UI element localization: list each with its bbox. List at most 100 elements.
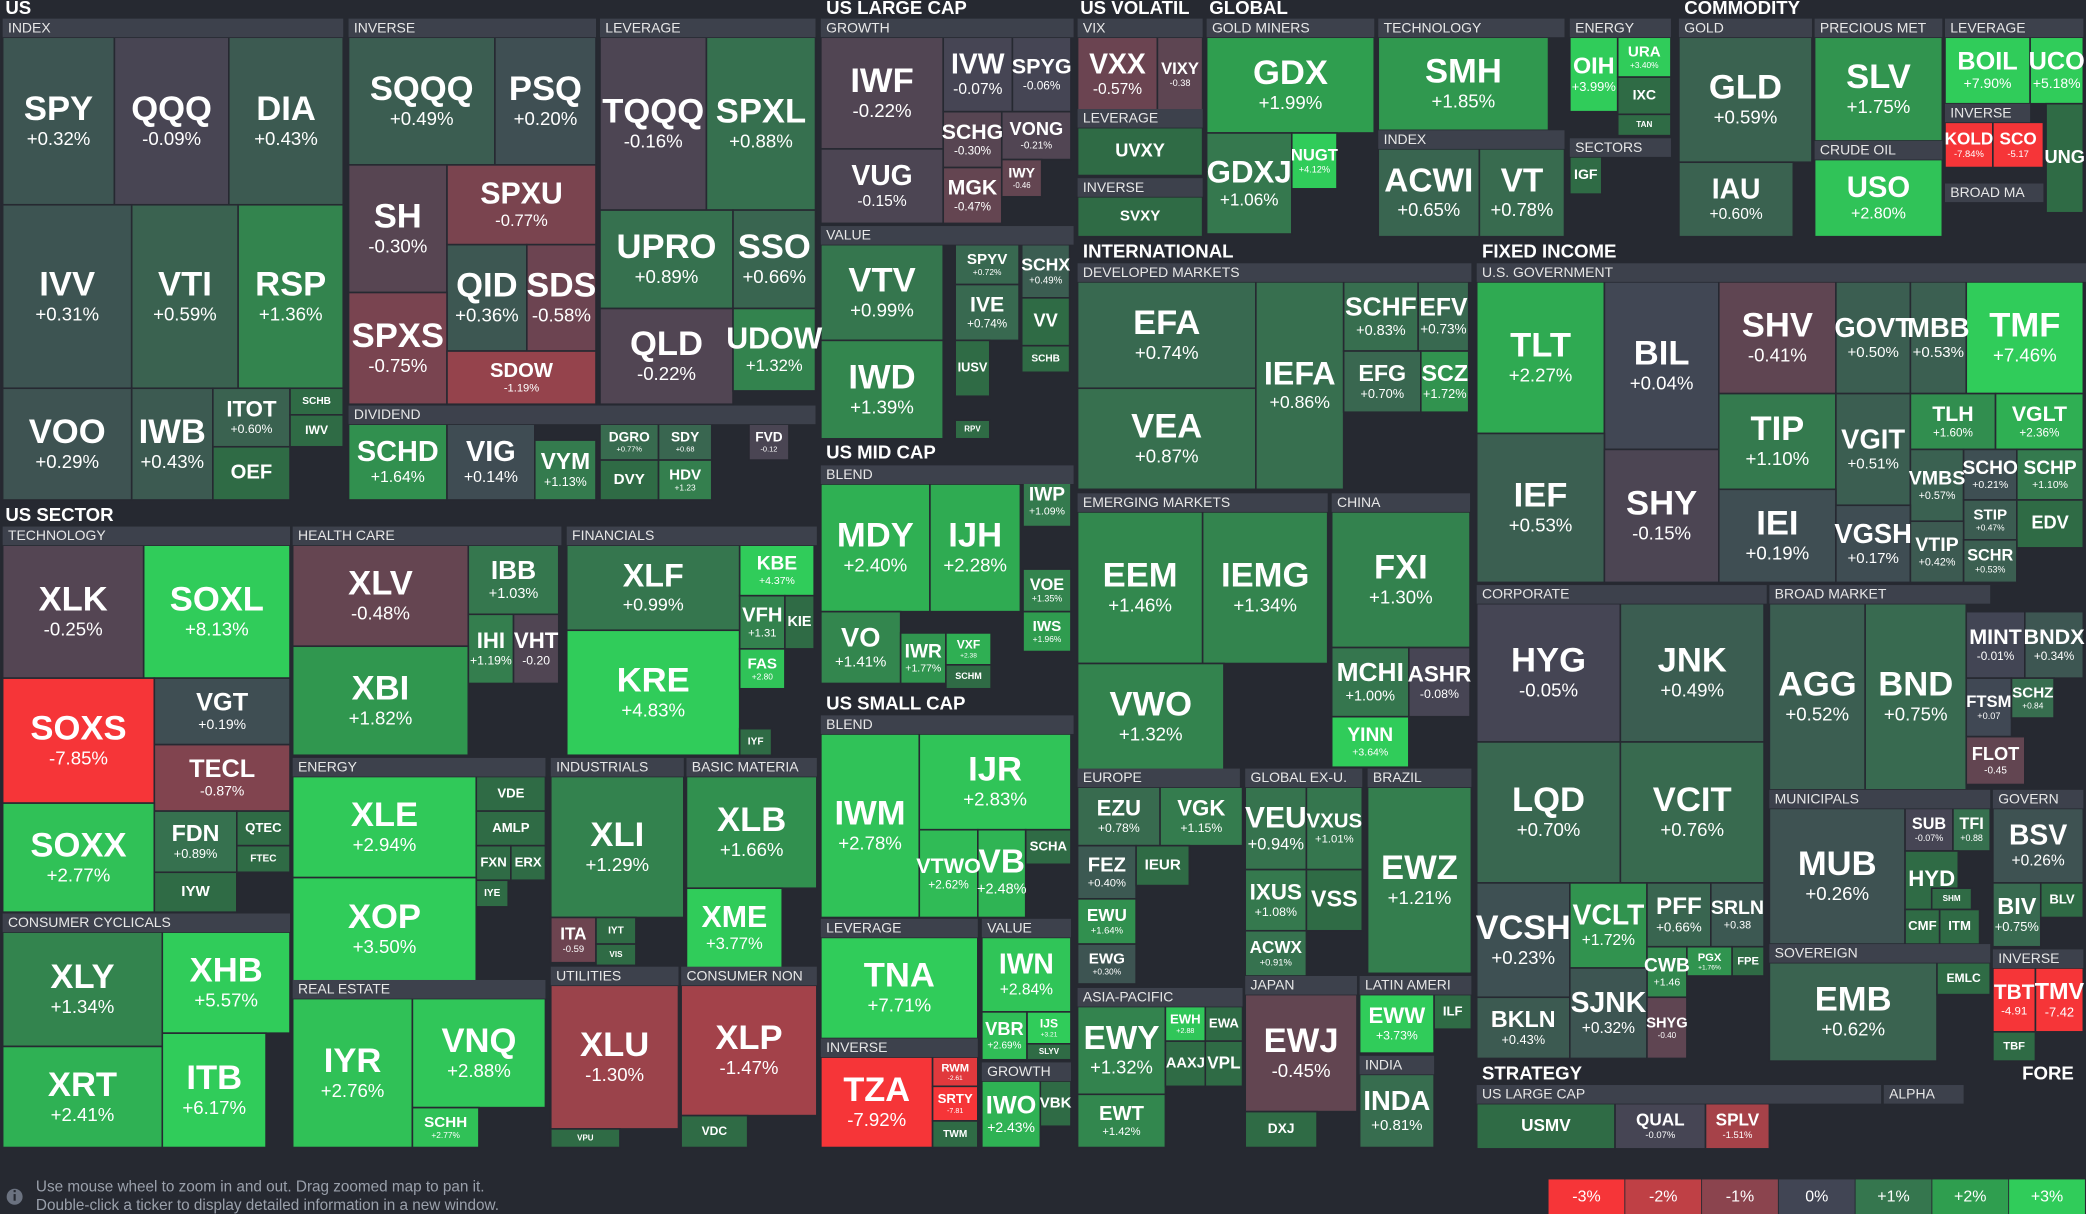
ticker-tile[interactable] <box>1156 36 1204 113</box>
ticker-tile[interactable] <box>1768 807 1906 945</box>
ticker-tile[interactable] <box>1 677 156 804</box>
ticker-tile[interactable] <box>954 339 991 398</box>
ticker-tile[interactable] <box>526 243 597 352</box>
ticker-tile[interactable] <box>1205 132 1293 235</box>
ticker-tile[interactable] <box>1026 1043 1072 1061</box>
ticker-tile[interactable] <box>2039 882 2085 919</box>
ticker-tile[interactable] <box>1026 1011 1072 1045</box>
ticker-tile[interactable] <box>1936 961 1992 996</box>
ticker-tile[interactable] <box>1022 568 1072 613</box>
ticker-tile[interactable] <box>1 203 133 390</box>
ticker-tile[interactable] <box>1475 996 1571 1060</box>
ticker-tile[interactable] <box>820 148 945 225</box>
ticker-tile[interactable] <box>1944 121 1994 169</box>
ticker-tile[interactable] <box>1965 610 2026 679</box>
ticker-tile[interactable] <box>1768 602 1866 791</box>
ticker-tile[interactable] <box>130 387 214 501</box>
ticker-tile[interactable] <box>1619 602 1765 743</box>
ticker-tile[interactable] <box>565 629 741 757</box>
ticker-tile[interactable] <box>942 166 1003 225</box>
ticker-tile[interactable] <box>1022 610 1072 653</box>
ticker-tile[interactable] <box>738 594 786 650</box>
ticker-tile[interactable] <box>1358 1073 1435 1149</box>
ticker-tile[interactable] <box>1342 350 1422 413</box>
ticker-tile[interactable] <box>1962 539 2018 584</box>
ticker-tile[interactable] <box>1135 844 1191 887</box>
ticker-tile[interactable] <box>1475 741 1622 884</box>
ticker-tile[interactable] <box>1962 499 2018 541</box>
ticker-tile[interactable] <box>512 613 560 685</box>
ticker-tile[interactable] <box>977 828 1027 919</box>
ticker-tile[interactable] <box>549 984 680 1130</box>
ticker-tile[interactable] <box>1076 126 1204 177</box>
ticker-tile[interactable] <box>1718 488 1837 584</box>
ticker-tile[interactable] <box>289 414 345 448</box>
ticker-tile[interactable] <box>1000 110 1072 161</box>
ticker-tile[interactable] <box>931 1056 979 1088</box>
ticker-tile[interactable] <box>475 879 509 908</box>
ticker-tile[interactable] <box>1614 1102 1707 1150</box>
ticker-tile[interactable] <box>1305 868 1364 932</box>
ticker-tile[interactable] <box>161 1032 267 1149</box>
ticker-tile[interactable] <box>732 307 817 392</box>
ticker-tile[interactable] <box>212 387 291 448</box>
ticker-tile[interactable] <box>1000 158 1043 198</box>
ticker-tile[interactable] <box>1718 392 1837 491</box>
ticker-tile[interactable] <box>1204 1040 1244 1088</box>
ticker-tile[interactable] <box>1076 511 1204 665</box>
ticker-tile[interactable] <box>705 36 817 211</box>
ticker-tile[interactable] <box>142 544 291 679</box>
ticker-tile[interactable] <box>1616 36 1672 78</box>
ticker-tile[interactable] <box>291 645 470 757</box>
ticker-tile[interactable] <box>954 243 1020 286</box>
ticker-tile[interactable] <box>467 613 515 685</box>
ticker-tile[interactable] <box>929 483 1022 613</box>
ticker-tile[interactable] <box>2024 610 2085 679</box>
ticker-tile[interactable] <box>1408 646 1471 718</box>
ticker-tile[interactable] <box>153 810 238 874</box>
ticker-tile[interactable] <box>291 544 470 648</box>
ticker-tile[interactable] <box>475 810 547 847</box>
ticker-tile[interactable] <box>2029 36 2085 105</box>
ticker-tile[interactable] <box>1020 297 1071 347</box>
ticker-tile[interactable] <box>1965 735 2026 786</box>
ticker-tile[interactable] <box>1076 943 1137 985</box>
ticker-tile[interactable] <box>1330 511 1471 649</box>
ticker-tile[interactable] <box>2034 967 2085 1033</box>
ticker-tile[interactable] <box>1 1045 164 1149</box>
ticker-tile[interactable] <box>494 36 597 166</box>
ticker-tile[interactable] <box>446 350 597 406</box>
ticker-tile[interactable] <box>475 775 547 812</box>
ticker-tile[interactable] <box>738 648 786 690</box>
ticker-tile[interactable] <box>347 36 496 166</box>
ticker-tile[interactable] <box>685 887 784 969</box>
ticker-tile[interactable] <box>1938 908 1981 945</box>
ticker-tile[interactable] <box>1646 882 1712 948</box>
ticker-tile[interactable] <box>1201 511 1329 665</box>
ticker-tile[interactable] <box>291 775 478 879</box>
ticker-tile[interactable] <box>549 1128 621 1149</box>
ticker-tile[interactable] <box>1 802 156 913</box>
ticker-tile[interactable] <box>1616 113 1672 137</box>
ticker-tile[interactable] <box>945 664 992 690</box>
ticker-tile[interactable] <box>1076 898 1137 945</box>
ticker-tile[interactable] <box>1244 929 1308 977</box>
ticker-tile[interactable] <box>1358 993 1435 1054</box>
ticker-tile[interactable] <box>1813 158 1944 238</box>
ticker-tile[interactable] <box>1569 156 1603 195</box>
ticker-tile[interactable] <box>1646 996 1688 1060</box>
ticker-tile[interactable] <box>153 871 238 913</box>
ticker-tile[interactable] <box>748 423 790 461</box>
ticker-tile[interactable] <box>1909 448 1965 523</box>
ticker-tile[interactable] <box>236 844 291 874</box>
ticker-tile[interactable] <box>1 36 116 206</box>
ticker-tile[interactable] <box>1330 715 1410 769</box>
ticker-tile[interactable] <box>820 483 931 613</box>
ticker-tile[interactable] <box>738 727 773 757</box>
ticker-tile[interactable] <box>1478 148 1566 238</box>
ticker-tile[interactable] <box>1 387 133 501</box>
ticker-tile[interactable] <box>565 544 741 632</box>
ticker-tile[interactable] <box>931 1085 979 1122</box>
ticker-tile[interactable] <box>1835 504 1912 584</box>
ticker-tile[interactable] <box>2016 499 2085 549</box>
